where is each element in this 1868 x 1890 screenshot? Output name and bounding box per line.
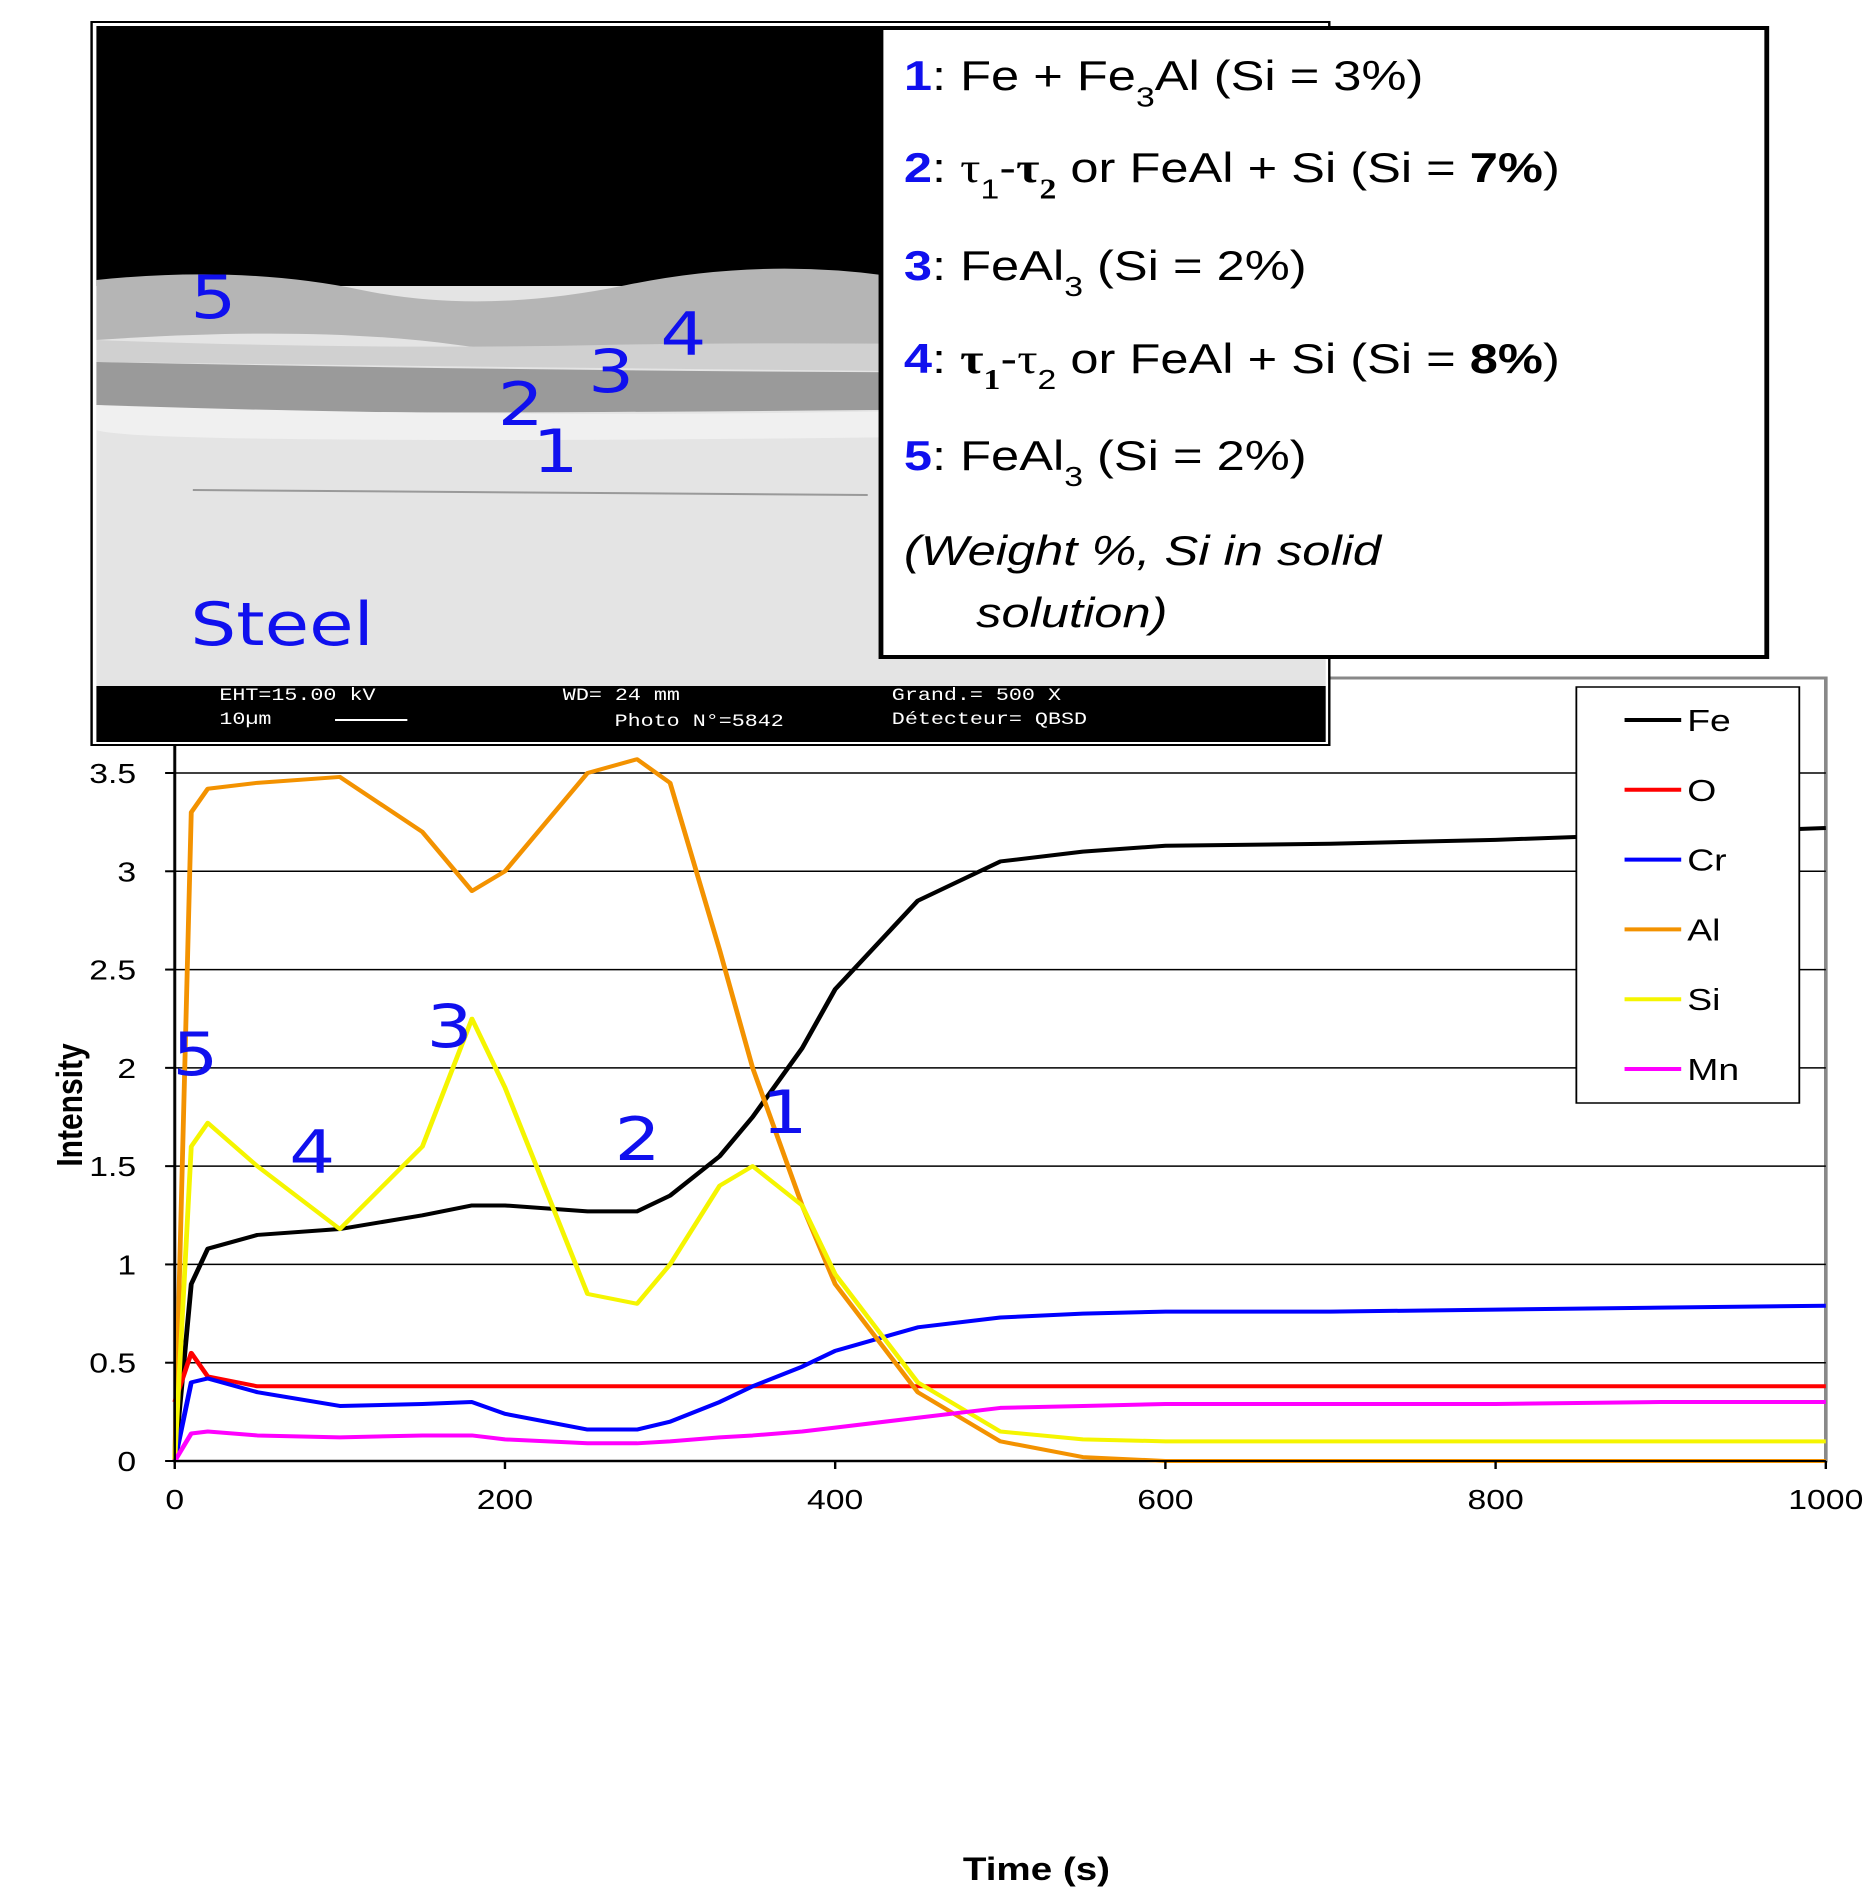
legend-label: Cr (1687, 844, 1726, 878)
key-line: (Weight %, Si in solid (904, 527, 1384, 574)
peak-label: 1 (762, 1077, 808, 1147)
y-tick-label: 1.5 (89, 1151, 136, 1183)
legend-box (1576, 687, 1799, 1103)
x-tick-label: 0 (165, 1484, 184, 1516)
y-tick-label: 3.5 (89, 758, 136, 790)
zone-label: 1 (533, 416, 579, 486)
legend-label: Si (1687, 983, 1720, 1017)
y-tick-label: 0.5 (89, 1347, 136, 1379)
zone-label: 3 (588, 336, 634, 406)
x-tick-label: 400 (807, 1484, 863, 1516)
y-axis-label: Intensity (50, 1043, 90, 1167)
peak-label: 5 (172, 1019, 218, 1089)
footer-text: Détecteur= QBSD (892, 709, 1087, 730)
y-tick-label: 2 (117, 1053, 136, 1085)
peak-label: 4 (289, 1117, 335, 1187)
substrate-label: Steel (190, 589, 373, 659)
footer-text: EHT=15.00 kV (219, 685, 375, 706)
footer-text: Photo N°=5842 (615, 711, 784, 732)
y-tick-label: 2.5 (89, 954, 136, 986)
x-tick-label: 800 (1467, 1484, 1523, 1516)
legend-label: Al (1687, 913, 1720, 947)
figure: 0 0.5 1 1.5 2 2.5 3 3.5 0 200 400 600 800 1000 EHT=15… (0, 0, 1868, 1890)
legend-label: Fe (1687, 704, 1731, 738)
peak-label: 3 (427, 991, 473, 1061)
y-tick-label: 1 (117, 1249, 136, 1281)
key-line: solution) (976, 589, 1167, 636)
legend-label: Mn (1687, 1053, 1739, 1087)
x-tick-label: 1000 (1788, 1484, 1863, 1516)
composition-key: 1: Fe + Fe3Al (Si = 3%) 2: τ1-τ2 or FeAl… (881, 28, 1767, 657)
x-axis-label: Time (s) (963, 1851, 1110, 1887)
peak-label: 2 (615, 1104, 661, 1174)
y-tick-label: 3 (117, 856, 136, 888)
footer-text: WD= 24 mm (563, 685, 680, 706)
x-tick-label: 600 (1137, 1484, 1193, 1516)
zone-label: 4 (660, 299, 706, 369)
y-tick-label: 0 (117, 1446, 136, 1478)
footer-text: Grand.= 500 X (892, 685, 1061, 706)
page: 0 0.5 1 1.5 2 2.5 3 3.5 0 200 400 600 800 1000 EHT=15… (0, 0, 1868, 1890)
footer-text: 10µm (219, 709, 271, 730)
legend-label: O (1687, 774, 1716, 808)
zone-label: 5 (190, 262, 236, 332)
x-tick-label: 200 (477, 1484, 533, 1516)
legend: Fe O Cr Al Si Mn (1576, 687, 1799, 1103)
